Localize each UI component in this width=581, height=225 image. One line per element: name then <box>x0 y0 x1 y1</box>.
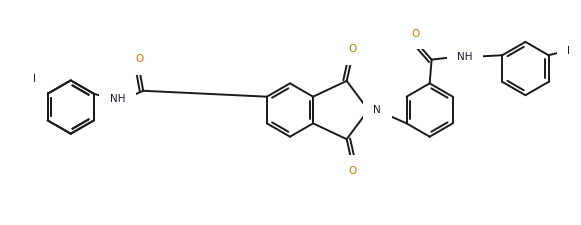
Text: O: O <box>135 54 144 64</box>
Text: I: I <box>567 46 571 56</box>
Text: O: O <box>412 29 420 39</box>
Text: I: I <box>33 74 37 84</box>
Text: NH: NH <box>110 94 125 104</box>
Text: O: O <box>349 166 357 176</box>
Text: N: N <box>374 105 381 115</box>
Text: O: O <box>349 44 357 54</box>
Text: NH: NH <box>457 52 473 62</box>
